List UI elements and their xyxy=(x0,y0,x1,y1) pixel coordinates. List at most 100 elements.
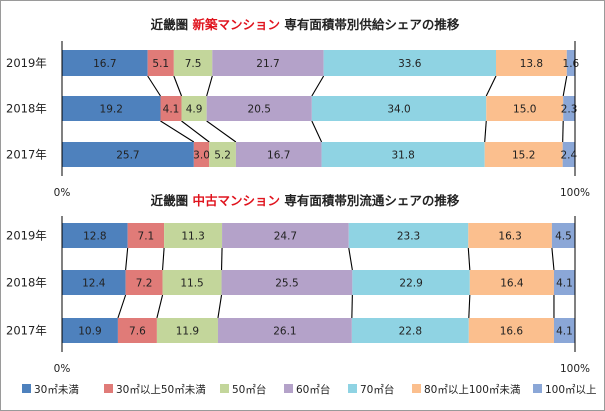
bar-segment xyxy=(321,142,485,167)
data-label: 4.1 xyxy=(556,278,573,290)
bar-segment xyxy=(212,50,324,76)
series-connector-line xyxy=(217,294,223,319)
bar-segment xyxy=(221,270,353,295)
bar-segment xyxy=(117,318,157,343)
data-label: 2.3 xyxy=(561,104,578,116)
bar-segment xyxy=(553,318,575,343)
data-label: 4.1 xyxy=(163,104,180,116)
series-connector-line xyxy=(551,247,555,271)
category-label: 2017年 xyxy=(6,148,47,162)
chart-title-part: 専有面積帯別供給シェアの推移 xyxy=(280,17,460,32)
bar-segment xyxy=(162,270,222,295)
data-label: 25.5 xyxy=(275,278,298,290)
series-connector-line xyxy=(468,294,471,319)
bar-segment xyxy=(62,270,126,295)
data-label: 11.5 xyxy=(180,278,203,290)
legend-label: 70㎡台 xyxy=(360,383,394,396)
data-label: 24.7 xyxy=(274,231,297,243)
series-connector-line xyxy=(311,120,323,143)
chart-title-part: 新築マンション xyxy=(192,17,280,32)
x-tick-label: 100% xyxy=(560,187,590,199)
bar-segment xyxy=(222,223,349,248)
data-label: 26.1 xyxy=(273,326,296,338)
bar-segment xyxy=(563,96,575,121)
series-connector-line xyxy=(117,294,127,319)
data-label: 13.8 xyxy=(520,58,543,70)
series-connector-line xyxy=(351,294,353,319)
series-connector-line xyxy=(220,247,223,271)
bar-segment xyxy=(147,50,174,76)
data-label: 11.3 xyxy=(181,231,204,243)
series-connector-line xyxy=(156,294,164,319)
bar-segment xyxy=(495,50,567,76)
data-label: 11.9 xyxy=(176,326,199,338)
bar-segment xyxy=(553,270,575,295)
bar-segment xyxy=(206,96,312,121)
legend-swatch xyxy=(533,384,542,393)
legend-label: 60㎡台 xyxy=(296,383,330,396)
bar-segment xyxy=(323,50,496,76)
legend-swatch xyxy=(104,384,113,393)
bar-segment xyxy=(164,223,223,248)
data-label: 21.7 xyxy=(256,58,279,70)
legend-swatch xyxy=(22,384,31,393)
bar-segment xyxy=(351,318,469,343)
series-connector-line xyxy=(206,120,237,143)
data-label: 15.0 xyxy=(513,104,536,116)
bar-segment xyxy=(551,223,575,248)
series-connector-line xyxy=(348,247,353,271)
bar-segment xyxy=(62,96,161,121)
legend-label: 30㎡未満 xyxy=(34,384,79,396)
series-connector-line xyxy=(181,120,210,143)
data-label: 12.8 xyxy=(83,231,106,243)
legend-swatch xyxy=(284,384,293,393)
data-label: 16.6 xyxy=(500,326,524,338)
series-connector-line xyxy=(125,247,129,271)
data-label: 1.6 xyxy=(563,58,580,70)
category-label: 2019年 xyxy=(6,56,47,70)
series-connector-line xyxy=(562,120,564,143)
legend-label: 80㎡以上100㎡未満 xyxy=(424,384,521,396)
bar-segment xyxy=(62,223,128,248)
data-label: 4.1 xyxy=(556,326,573,338)
bar-segment xyxy=(173,50,213,76)
bar-segment xyxy=(468,223,552,248)
x-tick-label: 100% xyxy=(560,363,590,375)
bar-segment xyxy=(181,96,207,121)
data-label: 15.2 xyxy=(512,150,535,162)
series-connector-line xyxy=(173,75,183,97)
series-connector-line xyxy=(160,120,195,143)
data-label: 22.9 xyxy=(399,278,422,290)
bar-segment xyxy=(62,142,194,167)
bar-segment xyxy=(160,96,182,121)
legend-label: 30㎡以上50㎡未満 xyxy=(116,384,206,396)
data-label: 7.6 xyxy=(129,326,146,338)
data-label: 31.8 xyxy=(391,150,414,162)
data-label: 33.6 xyxy=(398,58,422,70)
bar-segment xyxy=(127,223,165,248)
category-label: 2018年 xyxy=(6,276,47,290)
bar-segment xyxy=(156,318,218,343)
data-label: 23.3 xyxy=(397,231,420,243)
data-label: 7.1 xyxy=(138,231,155,243)
data-label: 16.3 xyxy=(498,231,521,243)
bar-segment xyxy=(235,142,322,167)
data-label: 19.2 xyxy=(100,104,123,116)
data-label: 12.4 xyxy=(82,278,106,290)
bar-segment xyxy=(217,318,352,343)
chart-title-1: 近畿圏 新築マンション 専有面積帯別供給シェアの推移 xyxy=(151,17,460,32)
legend-swatch xyxy=(412,384,421,393)
data-label: 22.8 xyxy=(399,326,422,338)
legend-label: 50㎡台 xyxy=(232,383,266,396)
data-label: 3.0 xyxy=(193,150,210,162)
series-connector-line xyxy=(485,75,497,97)
chart-title-part: 中古マンション xyxy=(192,193,280,208)
data-label: 7.2 xyxy=(136,278,153,290)
data-label: 5.1 xyxy=(152,58,169,70)
data-label: 16.4 xyxy=(500,278,524,290)
bar-segment xyxy=(566,50,575,76)
series-connector-line xyxy=(467,247,471,271)
data-label: 4.9 xyxy=(186,104,203,116)
legend-swatch xyxy=(348,384,357,393)
